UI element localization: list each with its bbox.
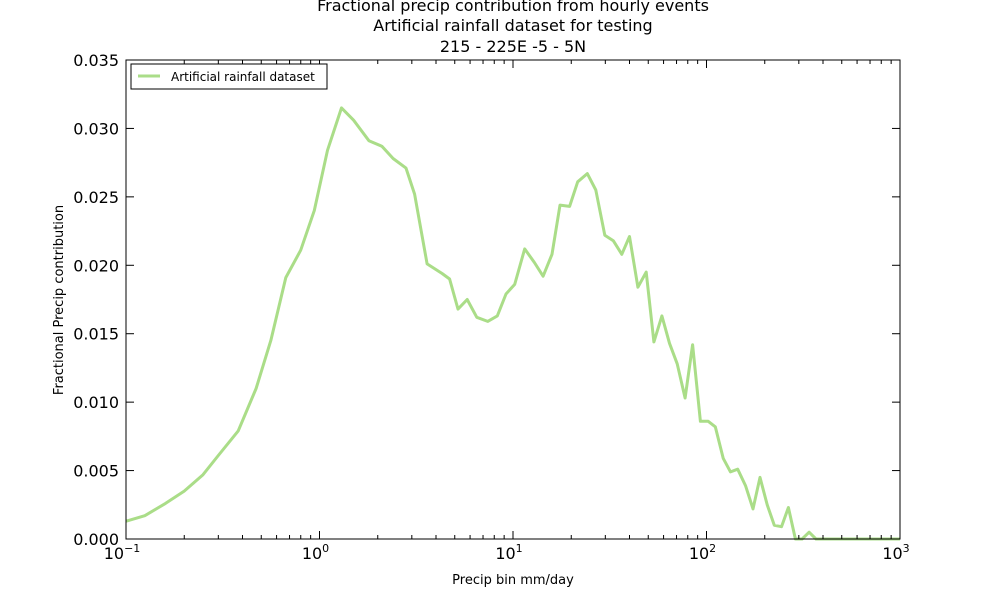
y-tick-label: 0.010 (73, 393, 119, 412)
x-tick-label: 100 (302, 542, 329, 563)
x-tick-label: 102 (689, 542, 716, 563)
chart-title: Fractional precip contribution from hour… (317, 0, 709, 56)
y-tick-label: 0.030 (73, 119, 119, 138)
x-tick-label: 103 (882, 542, 909, 563)
x-tick-label: 101 (495, 542, 522, 563)
y-tick-label: 0.015 (73, 325, 119, 344)
y-tick-label: 0.005 (73, 462, 119, 481)
legend-label: Artificial rainfall dataset (171, 70, 315, 84)
x-tick-labels: 10−1 100 101 102 103 (104, 542, 910, 563)
y-tick-label: 0.020 (73, 256, 119, 275)
title-line-3: 215 - 225E -5 - 5N (440, 37, 586, 56)
axis-ticks (125, 59, 901, 540)
y-tick-labels: 0.000 0.005 0.010 0.015 0.020 0.025 0.030 0.035 (73, 51, 119, 549)
series-layer (125, 106, 900, 541)
title-line-2: Artificial rainfall dataset for testing (373, 16, 652, 35)
y-axis-label: Fractional Precip contribution (52, 205, 67, 395)
y-tick-label: 0.000 (73, 530, 119, 549)
title-line-1: Fractional precip contribution from hour… (317, 0, 709, 15)
x-tick-label: 10−1 (104, 542, 141, 563)
x-axis-label: Precip bin mm/day (452, 573, 574, 588)
plot-frame (125, 59, 901, 540)
y-tick-label: 0.025 (73, 188, 119, 207)
legend: Artificial rainfall dataset (130, 63, 328, 90)
legend-box (130, 63, 328, 90)
y-tick-label: 0.035 (73, 51, 119, 70)
series-line-0 (125, 106, 900, 541)
